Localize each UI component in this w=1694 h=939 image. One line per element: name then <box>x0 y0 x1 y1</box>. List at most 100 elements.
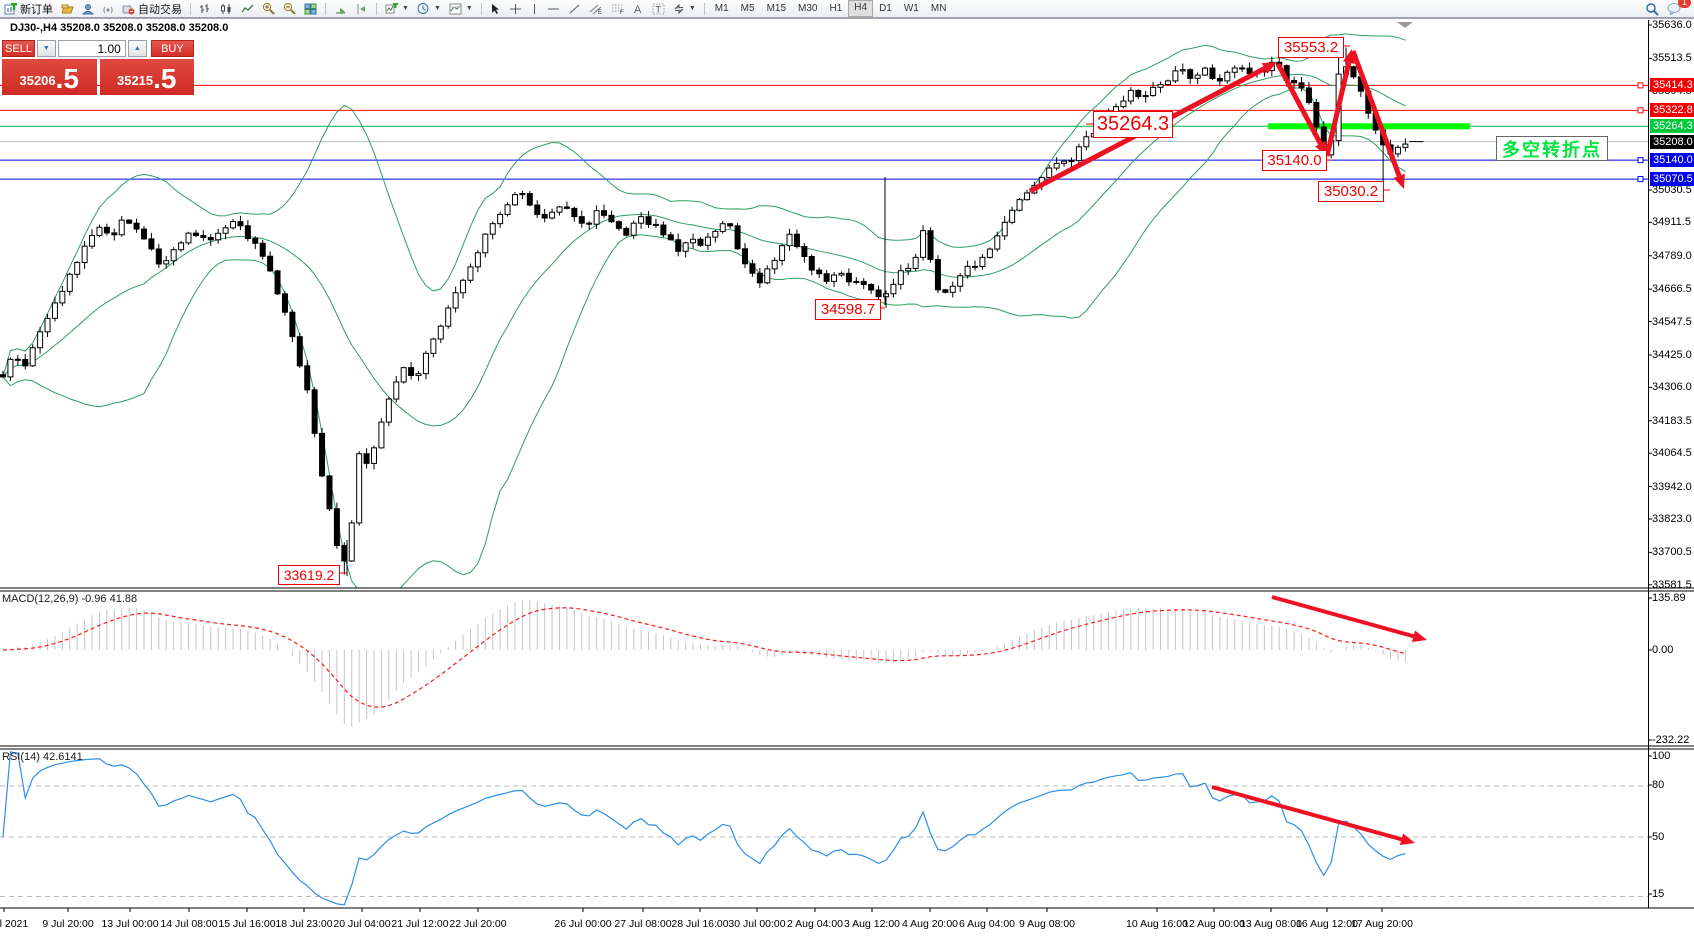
time-axis-label: 27 Jul 08:00 <box>614 918 672 930</box>
timeframe-w1-button[interactable]: W1 <box>903 3 919 14</box>
periods-button[interactable]: ▼ <box>413 1 445 16</box>
cursor-icon <box>490 3 501 15</box>
time-axis-label: 21 Jul 12:00 <box>391 918 449 930</box>
price-tick-label: 33823.0 <box>1652 513 1692 525</box>
profile-button[interactable] <box>78 1 98 16</box>
toolbar-chart-group <box>195 0 321 17</box>
time-axis-label: 4 Aug 20:00 <box>901 918 959 930</box>
price-tick-label: 33700.5 <box>1652 546 1692 559</box>
bull-bear-turning-point-annotation: 多空转折点 <box>1496 136 1608 161</box>
fibonacci-button[interactable]: F <box>607 1 629 16</box>
timeframe-mn-button[interactable]: MN <box>930 3 947 14</box>
timeframe-d1-button[interactable]: D1 <box>879 3 892 14</box>
volume-decrease-button[interactable]: ▼ <box>36 40 56 57</box>
cursor-button[interactable] <box>486 1 505 16</box>
time-axis-label: 20 Jul 04:00 <box>333 918 391 930</box>
toolbar-scroll-group <box>330 0 372 17</box>
toolbar-separator <box>480 2 482 15</box>
price-tick-label: 34306.0 <box>1652 381 1692 394</box>
timeframe-m1-button[interactable]: M1 <box>714 3 729 14</box>
price-level-label: 35140.0 <box>1650 153 1694 168</box>
chart-line-button[interactable] <box>237 1 258 16</box>
price-tick-label: 35513.5 <box>1652 52 1692 65</box>
rsi-tick-label: 15 <box>1652 888 1665 900</box>
dropdown-arrow-icon: ▼ <box>402 5 409 12</box>
templates-icon <box>449 3 462 15</box>
chart-bars-button[interactable] <box>195 1 216 16</box>
signal-icon <box>102 3 114 15</box>
signal-button[interactable] <box>98 1 118 16</box>
svg-text:F: F <box>620 10 624 15</box>
time-axis-label: 6 Aug 04:00 <box>958 918 1016 930</box>
time-axis-label: 3 Aug 12:00 <box>843 918 901 930</box>
buy-price-display[interactable]: 35215 .5 <box>99 59 194 95</box>
time-axis-label: 12 Aug 00:00 <box>1183 918 1245 930</box>
toolbar-separator <box>325 2 326 15</box>
sell-price-pips: .5 <box>55 63 79 94</box>
timeframe-h1-button[interactable]: H1 <box>829 3 843 14</box>
price-level-label: 35070.5 <box>1650 172 1694 187</box>
chart-shift-button[interactable] <box>351 1 372 16</box>
timeframe-m5-button[interactable]: M5 <box>740 3 755 14</box>
folder-button[interactable] <box>57 1 78 16</box>
crosshair-icon <box>509 3 522 15</box>
zoom-out-button[interactable] <box>279 1 300 16</box>
auto-scroll-button[interactable] <box>330 1 351 16</box>
crosshair-button[interactable] <box>505 1 526 16</box>
autotrade-label: 自动交易 <box>138 3 182 16</box>
search-icon <box>1645 2 1659 16</box>
time-axis-label: 9 Jul 20:00 <box>42 918 94 930</box>
channel-button[interactable]: E <box>585 1 607 16</box>
new-order-icon <box>4 2 17 15</box>
indicators-icon <box>385 2 398 15</box>
chart-candles-button[interactable] <box>216 1 237 16</box>
price-annotation-box: 33619.2 <box>278 565 340 585</box>
templates-button[interactable]: ▼ <box>445 1 477 16</box>
timeframe-m30-button[interactable]: M30 <box>798 3 818 14</box>
volume-input[interactable] <box>57 40 126 57</box>
horizontal-line-button[interactable] <box>543 1 564 16</box>
price-tick-label: 34666.5 <box>1652 283 1692 296</box>
price-annotation-box: 35264.3 <box>1093 111 1173 138</box>
buy-button[interactable]: BUY <box>150 40 195 57</box>
sell-button[interactable]: SELL <box>2 40 35 57</box>
toolbar-objects-group: ▼ ▼ ▼ <box>381 0 477 17</box>
main-toolbar: 新订单 自动交易 ▼ ▼ ▼ <box>0 0 1694 18</box>
price-tick-label: 33942.0 <box>1652 480 1692 493</box>
time-axis-label: 13 Jul 00:00 <box>101 918 159 930</box>
search-button[interactable] <box>1641 1 1663 16</box>
new-order-button[interactable]: 新订单 <box>0 1 57 16</box>
price-tick-label: 34425.0 <box>1652 348 1692 361</box>
periods-icon <box>417 2 430 15</box>
notification-badge: 1 <box>1678 0 1691 8</box>
tile-windows-button[interactable] <box>300 1 321 16</box>
time-axis-label: 26 Jul 00:00 <box>554 918 612 930</box>
volume-increase-button[interactable]: ▲ <box>127 40 147 57</box>
timeframe-h4-button[interactable]: H4 <box>848 0 874 17</box>
time-axis-label: 18 Jul 23:00 <box>275 918 333 930</box>
svg-text:A: A <box>634 4 642 15</box>
shapes-button[interactable]: ▼ <box>669 1 700 16</box>
timeframe-m15-button[interactable]: M15 <box>766 3 787 14</box>
trendline-icon <box>568 3 581 15</box>
time-axis-label: 9 Aug 08:00 <box>1018 918 1076 930</box>
chart-line-icon <box>241 3 254 15</box>
price-level-label: 35322.8 <box>1650 103 1694 118</box>
notifications-button[interactable]: 1 <box>1663 0 1691 16</box>
text-button[interactable]: A <box>629 1 648 16</box>
price-annotation-box: 34598.7 <box>815 299 881 320</box>
trendline-button[interactable] <box>564 1 585 16</box>
vertical-line-icon <box>530 3 539 15</box>
vertical-line-button[interactable] <box>526 1 543 16</box>
price-annotation-box: 35553.2 <box>1278 37 1344 58</box>
sell-price-display[interactable]: 35206 .5 <box>2 59 97 95</box>
dropdown-arrow-icon: ▼ <box>465 5 473 12</box>
label-button[interactable]: T <box>648 1 669 16</box>
horizontal-line-icon <box>547 3 560 15</box>
sell-price-main: 35206 <box>19 73 56 88</box>
autotrade-button[interactable]: 自动交易 <box>118 1 186 16</box>
indicators-button[interactable]: ▼ <box>381 1 413 16</box>
zoom-in-button[interactable] <box>258 1 279 16</box>
